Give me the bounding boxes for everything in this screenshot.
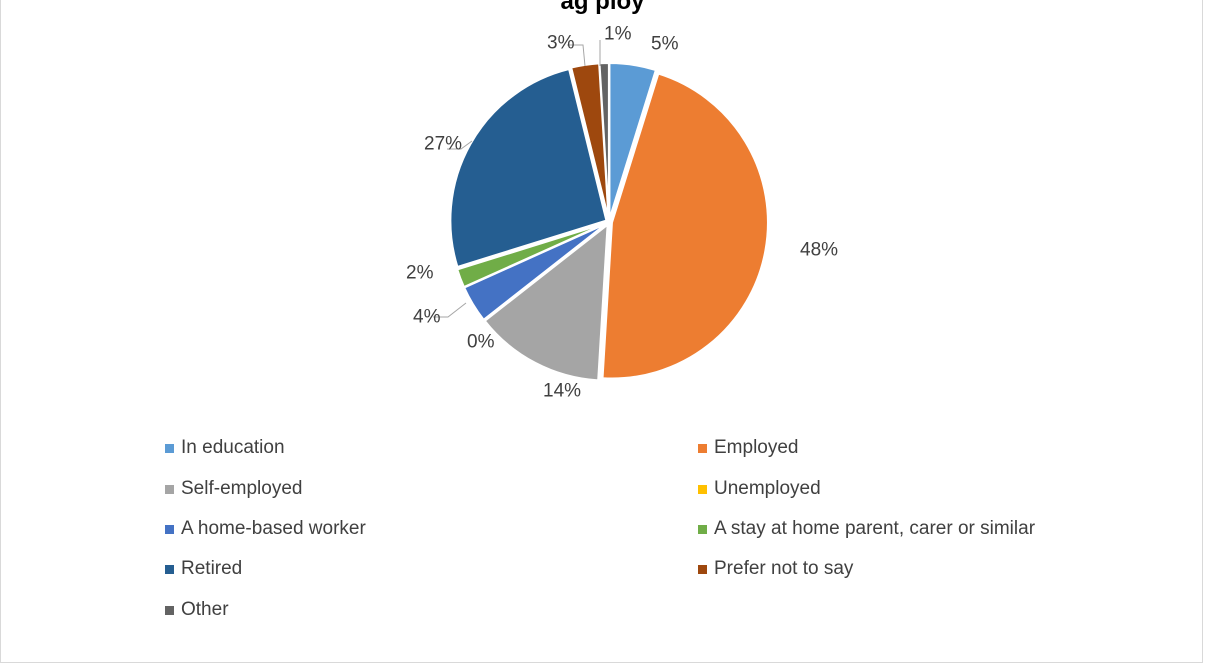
legend-label: Employed — [714, 437, 799, 458]
legend-swatch — [698, 524, 707, 534]
data-label-self-employed: 14% — [543, 381, 581, 402]
legend-label: Prefer not to say — [714, 558, 854, 579]
legend-item-in-education: In education — [165, 437, 285, 459]
data-label-other: 1% — [604, 24, 632, 45]
legend-item-retired: Retired — [165, 558, 242, 580]
data-label-a-home-based-worker: 4% — [413, 307, 441, 328]
data-labels: 5% 48% 14% 0% 4% 2% 27% 3% 1% — [406, 24, 838, 402]
legend-item-employed: Employed — [698, 437, 799, 459]
leader-lines — [433, 40, 601, 318]
data-label-employed: 48% — [800, 240, 838, 261]
pie-slice-a-stay-at-home-parent-carer-or-similar — [456, 222, 607, 289]
legend-swatch — [165, 605, 174, 615]
legend-item-a-home-based-worker: A home-based worker — [165, 518, 366, 540]
data-label-prefer-not-to-say: 3% — [547, 33, 575, 54]
legend-label: A stay at home parent, carer or similar — [714, 518, 1036, 539]
legend-swatch — [165, 524, 174, 534]
legend-label: Other — [181, 599, 229, 620]
legend-swatch — [165, 564, 174, 574]
pie-slices — [449, 62, 769, 382]
legend-label: Unemployed — [714, 478, 821, 499]
legend-item-unemployed: Unemployed — [698, 478, 821, 500]
legend-label: Retired — [181, 558, 243, 579]
pie-slice-retired — [449, 67, 608, 269]
pie-slice-self-employed — [483, 222, 609, 382]
legend-swatch — [165, 484, 174, 494]
legend-swatch — [698, 564, 707, 574]
pie-slice-employed — [601, 72, 769, 380]
legend-item-self-employed: Self-employed — [165, 478, 302, 500]
legend-item-a-stay-at-home-parent-carer-or-similar: A stay at home parent, carer or similar — [698, 518, 1035, 540]
pie-slice-other — [598, 62, 610, 220]
leader-line-prefer-not-to-say — [567, 44, 586, 67]
leader-line-retired — [447, 140, 473, 150]
data-label-retired: 27% — [424, 134, 462, 155]
leader-line-a-home-based-worker — [433, 302, 467, 318]
legend-label: In education — [181, 437, 285, 458]
legend-swatch — [698, 443, 707, 453]
chart-title: ag ploy — [560, 0, 645, 15]
legend-label: Self-employed — [181, 478, 303, 499]
legend-item-prefer-not-to-say: Prefer not to say — [698, 558, 853, 580]
data-label-in-education: 5% — [651, 34, 679, 55]
legend-swatch — [698, 484, 707, 494]
data-label-a-stay-at-home-parent-carer-or-similar: 2% — [406, 263, 434, 284]
legend-swatch — [165, 443, 174, 453]
legend-label: A home-based worker — [181, 518, 366, 539]
data-label-unemployed: 0% — [467, 332, 495, 353]
legend-item-other: Other — [165, 599, 229, 621]
